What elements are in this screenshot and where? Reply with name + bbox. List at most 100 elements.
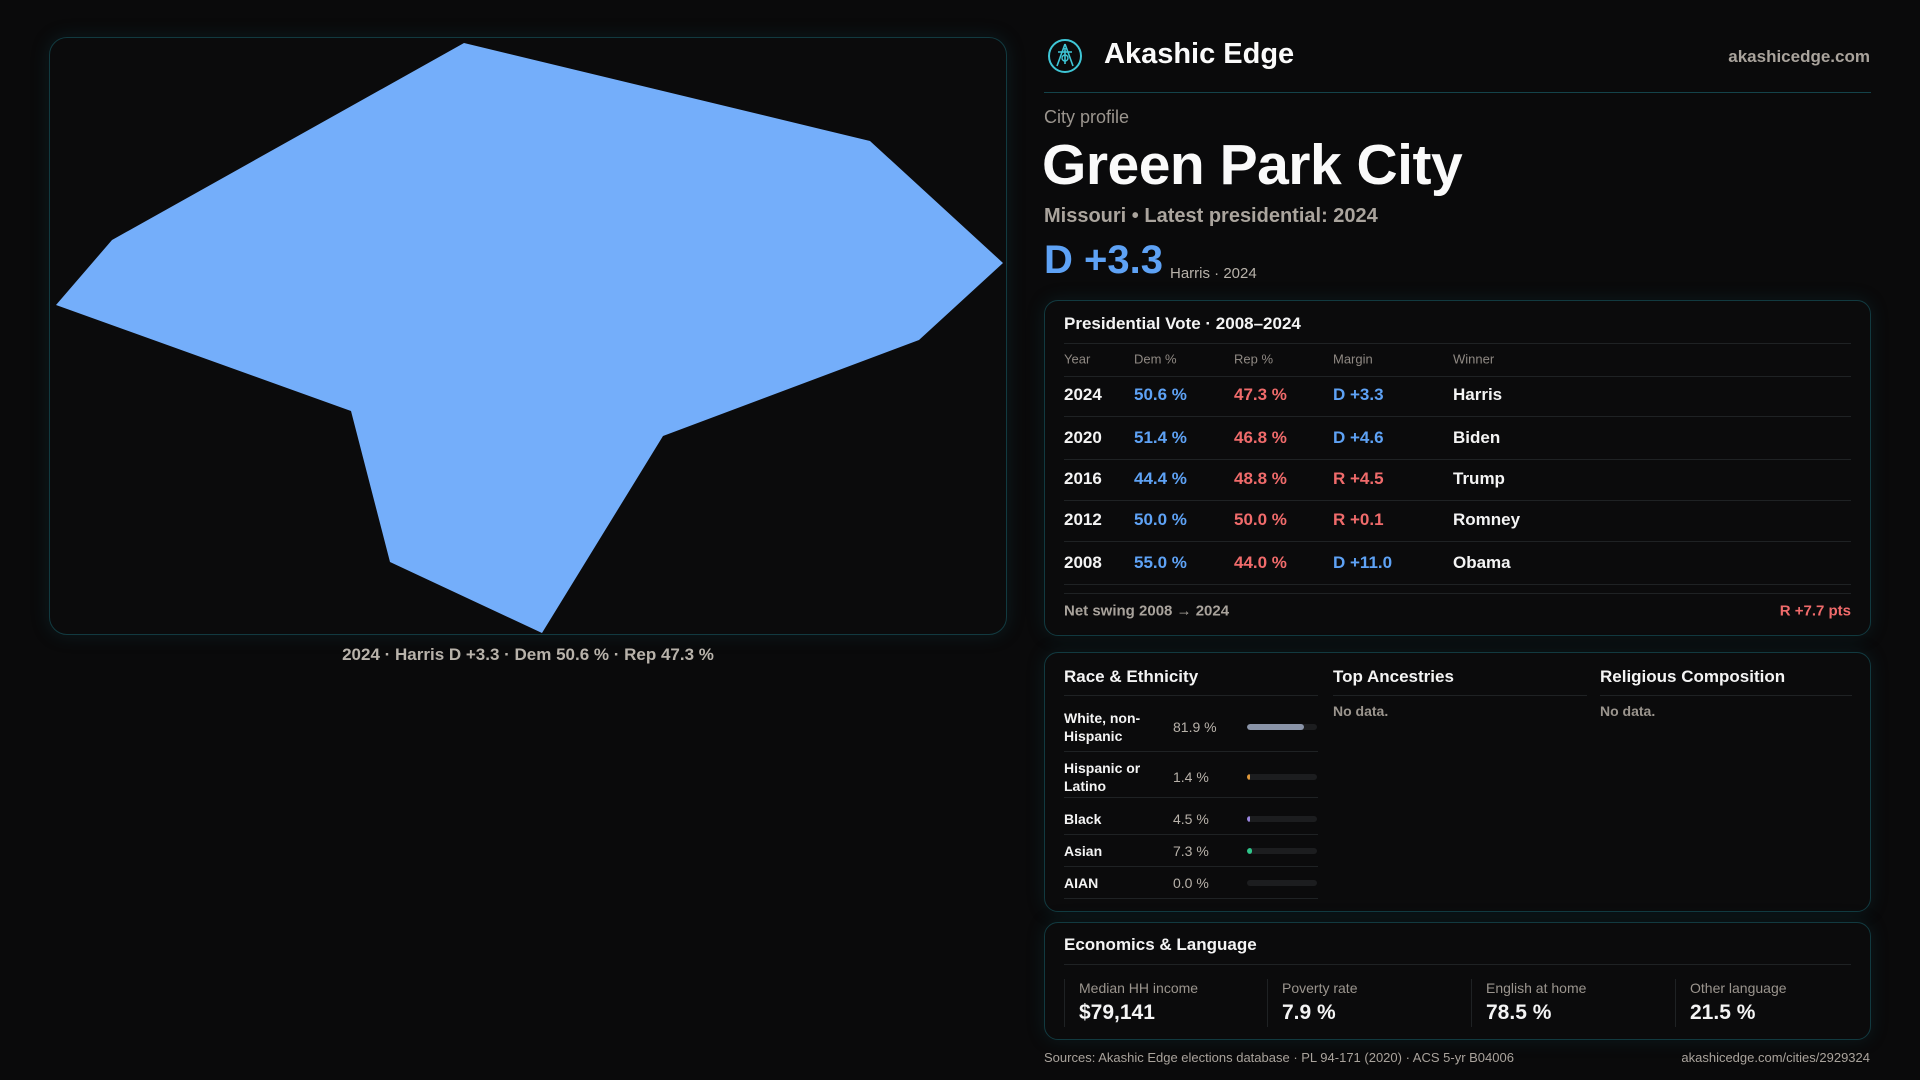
dem-pct-cell: 50.6 % [1134,385,1187,404]
stat-value: 7.9 % [1282,1001,1336,1024]
stat-label: Poverty rate [1282,980,1358,996]
column-header: Winner [1453,351,1495,367]
race-title: Race & Ethnicity [1064,667,1199,686]
race-bar-fill [1247,724,1305,730]
compass-emblem-icon [1048,39,1082,73]
divider [1064,459,1851,460]
rep-pct-cell: 46.8 % [1234,428,1287,447]
margin-cell: D +3.3 [1333,385,1384,404]
divider [1064,797,1318,798]
race-value: 0.0 % [1173,875,1209,891]
divider [1267,979,1268,1027]
ancestries-title: Top Ancestries [1333,667,1454,686]
race-bar [1247,880,1317,886]
divider [1064,584,1851,585]
divider [1064,834,1318,835]
race-label: Black [1064,811,1102,827]
divider [1064,541,1851,542]
page-subtitle: Missouri • Latest presidential: 2024 [1044,205,1378,227]
divider [1064,376,1851,377]
column-header: Dem % [1134,351,1177,367]
divider [1064,343,1851,344]
dem-pct-cell: 50.0 % [1134,510,1187,529]
dem-pct-cell: 44.4 % [1134,469,1187,488]
page-title: Green Park City [1042,133,1463,197]
winner-cell: Romney [1453,510,1521,529]
race-label: Hispanic or Latino [1064,760,1141,794]
city-map-panel[interactable] [49,37,1007,635]
religion-empty: No data. [1600,703,1656,719]
winner-cell: Biden [1453,428,1501,447]
divider [1064,416,1851,417]
site-domain-link[interactable]: akashicedge.com [1728,47,1870,66]
card-title: Presidential Vote · 2008–2024 [1064,314,1301,333]
stat-label: Median HH income [1079,980,1199,996]
column-header: Margin [1333,351,1373,367]
stat-value: 21.5 % [1690,1001,1756,1024]
race-label: White, non-Hispanic [1064,710,1141,744]
margin-cell: D +4.6 [1333,428,1384,447]
margin-cell: R +4.5 [1333,469,1384,488]
demographics-card: Race & Ethnicity White, non-Hispanic 81.9… [1044,652,1871,912]
year-cell: 2008 [1064,553,1102,572]
divider [1064,695,1318,696]
divider [1333,695,1587,696]
dem-pct-cell: 55.0 % [1134,553,1187,572]
divider [1471,979,1472,1027]
rep-pct-cell: 47.3 % [1234,385,1287,404]
race-bar [1247,816,1317,822]
divider [1600,695,1852,696]
dem-pct-cell: 51.4 % [1134,428,1187,447]
year-cell: 2024 [1064,385,1102,404]
column-header: Rep % [1234,351,1274,367]
race-label: Asian [1064,843,1103,859]
divider [1064,500,1851,501]
city-boundary-shape [56,43,1003,633]
latest-margin-detail: Harris · 2024 [1170,265,1257,282]
net-swing-value: R +7.7 pts [1779,602,1851,620]
margin-cell: R +0.1 [1333,510,1384,529]
ancestries-empty: No data. [1333,703,1389,719]
religion-title: Religious Composition [1600,667,1786,686]
race-bar [1247,724,1317,730]
stat-value: $79,141 [1079,1001,1155,1024]
winner-cell: Harris [1453,385,1503,404]
winner-cell: Obama [1453,553,1511,572]
race-label: AIAN [1064,875,1099,891]
sources-note: Sources: Akashic Edge elections database… [1044,1050,1514,1065]
divider [1675,979,1676,1027]
divider [1064,751,1318,752]
winner-cell: Trump [1453,469,1505,488]
latest-margin: D +3.3 [1044,238,1163,282]
year-cell: 2016 [1064,469,1102,488]
economics-card: Economics & Language Median HH income $79… [1044,922,1871,1040]
rep-pct-cell: 50.0 % [1234,510,1287,529]
column-header: Year [1064,351,1091,367]
race-value: 7.3 % [1173,843,1209,859]
presidential-vote-card: Presidential Vote · 2008–2024 Year Dem % R… [1044,300,1871,636]
city-boundary-map [56,43,1003,633]
map-caption: 2024 · Harris D +3.3 · Dem 50.6 % · Rep … [342,645,714,664]
header-divider [1044,92,1871,93]
rep-pct-cell: 48.8 % [1234,469,1287,488]
stat-label: English at home [1486,980,1587,996]
stat-value: 78.5 % [1486,1001,1552,1024]
stat-label: Other language [1690,980,1787,996]
divider [1064,964,1851,965]
rep-pct-cell: 44.0 % [1234,553,1287,572]
race-bar-fill [1247,848,1253,854]
city-url-link[interactable]: akashicedge.com/cities/2929324 [1681,1050,1870,1065]
margin-cell: D +11.0 [1333,553,1393,572]
divider [1064,593,1851,594]
race-bar [1247,774,1317,780]
race-value: 81.9 % [1173,719,1217,735]
page-kicker: City profile [1044,107,1130,127]
net-swing-label: Net swing 2008 → 2024 [1064,602,1230,620]
year-cell: 2012 [1064,510,1102,529]
year-cell: 2020 [1064,428,1102,447]
divider [1064,866,1318,867]
economics-title: Economics & Language [1064,935,1257,954]
race-bar [1247,848,1317,854]
divider [1064,979,1065,1027]
race-bar-fill [1247,816,1251,822]
